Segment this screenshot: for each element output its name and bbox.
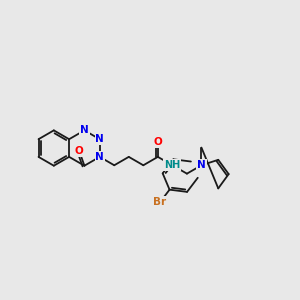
Text: O: O (154, 137, 162, 147)
Text: NH: NH (164, 160, 181, 170)
Text: Br: Br (153, 197, 167, 207)
Text: N: N (80, 125, 89, 135)
Text: N: N (95, 152, 104, 162)
Text: O: O (75, 146, 83, 156)
Text: N: N (95, 134, 104, 144)
Text: N: N (197, 160, 206, 170)
